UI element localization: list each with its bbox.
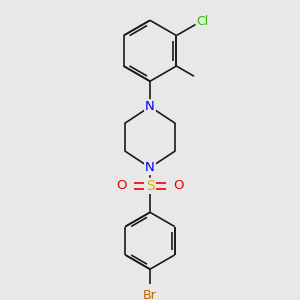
Text: Br: Br (143, 289, 157, 300)
Text: Cl: Cl (197, 15, 209, 28)
Text: S: S (146, 179, 154, 193)
Text: N: N (145, 100, 155, 113)
Text: O: O (116, 179, 127, 192)
Text: N: N (145, 161, 155, 174)
Text: O: O (173, 179, 184, 192)
